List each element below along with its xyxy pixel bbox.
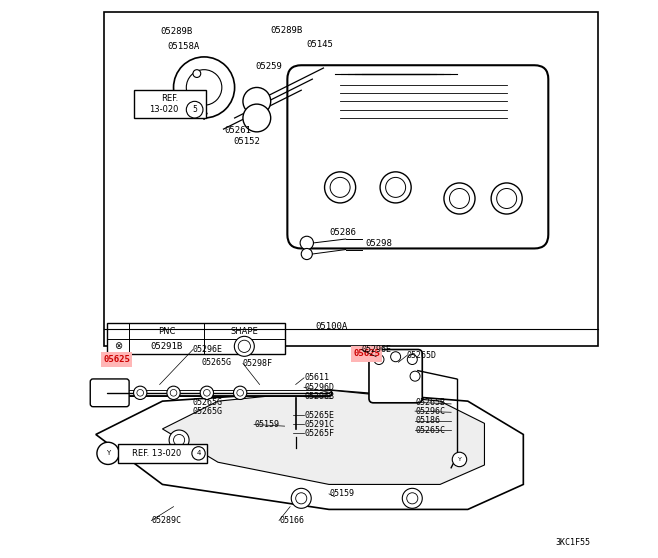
Text: 05625: 05625 (353, 349, 380, 358)
Circle shape (186, 102, 203, 118)
Text: 05265E: 05265E (304, 411, 334, 420)
Circle shape (449, 189, 469, 209)
Circle shape (238, 340, 251, 353)
Circle shape (186, 70, 222, 105)
FancyBboxPatch shape (369, 349, 422, 403)
Text: 05265D: 05265D (407, 351, 437, 360)
Circle shape (174, 435, 185, 446)
Text: 05265G: 05265G (193, 398, 223, 407)
Circle shape (380, 172, 411, 203)
Circle shape (291, 488, 311, 508)
Text: REF.: REF. (161, 94, 178, 103)
Text: 4: 4 (196, 450, 201, 456)
Text: 05259: 05259 (256, 62, 282, 71)
Text: 05289B: 05289B (270, 26, 303, 35)
Text: 05152: 05152 (234, 137, 261, 146)
Circle shape (300, 236, 313, 249)
Text: 05289C: 05289C (151, 516, 182, 525)
Circle shape (324, 172, 356, 203)
Circle shape (167, 386, 180, 400)
FancyBboxPatch shape (101, 352, 132, 367)
Text: REF. 13-020: REF. 13-020 (132, 449, 182, 458)
Circle shape (193, 70, 201, 78)
Circle shape (137, 389, 143, 396)
Circle shape (134, 386, 147, 400)
Text: ⊗: ⊗ (114, 341, 122, 352)
Text: 05296E: 05296E (193, 345, 223, 354)
Text: 05158A: 05158A (167, 42, 199, 51)
Text: SHAPE: SHAPE (230, 326, 258, 335)
Text: 05611: 05611 (304, 373, 329, 382)
FancyBboxPatch shape (288, 65, 548, 248)
Text: 05159: 05159 (329, 489, 354, 498)
Circle shape (491, 183, 522, 214)
Text: 05145: 05145 (307, 40, 334, 49)
Text: 05625: 05625 (103, 355, 130, 364)
Text: 05261: 05261 (224, 126, 251, 134)
Text: 05159: 05159 (254, 420, 279, 429)
Text: 05265B: 05265B (415, 398, 445, 407)
Circle shape (234, 336, 255, 357)
Circle shape (234, 386, 247, 400)
Circle shape (410, 371, 420, 381)
Text: 05289B: 05289B (160, 27, 192, 36)
Circle shape (200, 386, 213, 400)
Circle shape (330, 177, 350, 198)
FancyBboxPatch shape (351, 346, 382, 362)
Polygon shape (163, 390, 484, 484)
Circle shape (374, 354, 384, 364)
Circle shape (407, 354, 417, 364)
Bar (118, 444, 207, 463)
Text: 05298F: 05298F (243, 359, 273, 368)
Circle shape (295, 493, 307, 504)
Text: 05166: 05166 (279, 516, 304, 525)
Text: 05291C: 05291C (304, 420, 334, 429)
Circle shape (174, 57, 235, 118)
Text: PNC: PNC (158, 326, 175, 335)
Text: Y: Y (106, 450, 110, 456)
Circle shape (391, 352, 401, 362)
Text: 05298: 05298 (365, 239, 392, 248)
Text: 05291B: 05291B (151, 342, 183, 351)
Circle shape (243, 88, 270, 115)
Text: 05296B: 05296B (304, 392, 334, 401)
Circle shape (237, 389, 243, 396)
Text: 05296D: 05296D (304, 383, 334, 392)
Text: 05186: 05186 (415, 416, 440, 425)
Text: 05296E: 05296E (361, 345, 392, 354)
Bar (104, 12, 598, 345)
Text: 05296C: 05296C (415, 407, 445, 416)
Circle shape (170, 389, 177, 396)
Circle shape (452, 452, 467, 466)
Text: 5: 5 (192, 105, 197, 114)
Text: 05100A: 05100A (316, 322, 348, 331)
Circle shape (301, 248, 313, 259)
Bar (134, 90, 206, 118)
Text: 05286: 05286 (329, 228, 356, 237)
Text: 05265F: 05265F (304, 429, 334, 438)
Circle shape (444, 183, 475, 214)
Circle shape (407, 493, 418, 504)
FancyBboxPatch shape (90, 379, 129, 407)
Circle shape (203, 389, 210, 396)
Text: 05265C: 05265C (415, 426, 445, 435)
Circle shape (402, 488, 422, 508)
Text: 3KC1F55: 3KC1F55 (555, 538, 590, 547)
Text: 05265G: 05265G (201, 358, 232, 367)
Polygon shape (96, 390, 523, 509)
Bar (107, 324, 284, 354)
Circle shape (192, 446, 205, 460)
Circle shape (243, 104, 270, 132)
Circle shape (169, 430, 189, 450)
Text: 13-020: 13-020 (149, 105, 179, 114)
Circle shape (497, 189, 517, 209)
Circle shape (386, 177, 405, 198)
Text: 05265G: 05265G (193, 407, 223, 416)
Text: Y: Y (457, 457, 461, 462)
Circle shape (97, 442, 119, 464)
